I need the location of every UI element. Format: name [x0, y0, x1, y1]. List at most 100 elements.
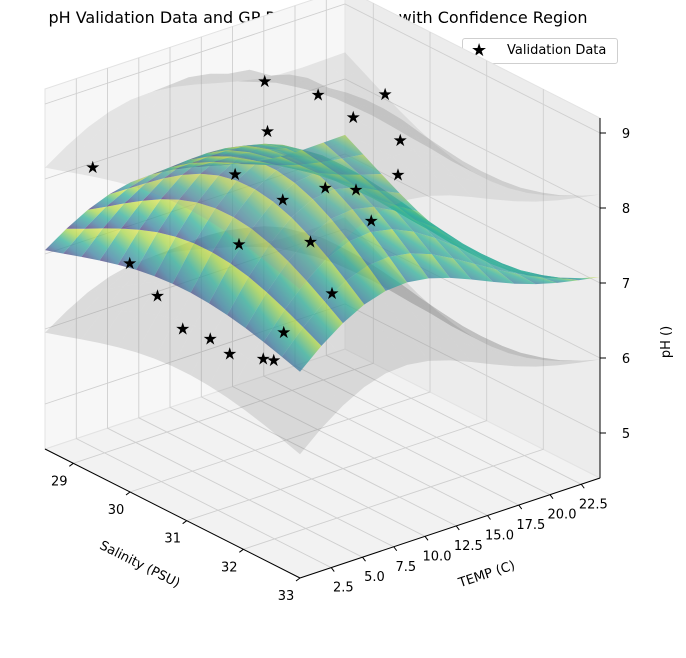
mean-surface: [81, 228, 122, 261]
confidence-lower: [289, 239, 329, 253]
confidence-upper: [248, 166, 289, 210]
confidence-lower: [234, 242, 275, 248]
grid-line-ph: [44, 228, 601, 359]
mean-surface: [301, 149, 341, 165]
confidence-upper: [340, 105, 381, 122]
confidence-upper: [499, 181, 539, 195]
confidence-upper: [302, 60, 342, 80]
confidence-upper: [304, 87, 344, 104]
mean-surface: [487, 260, 528, 276]
mean-surface: [152, 163, 192, 175]
mean-surface: [172, 243, 213, 293]
confidence-lower: [45, 311, 85, 337]
temp-axis-line: [299, 477, 601, 579]
confidence-lower: [371, 280, 412, 303]
confidence-lower: [377, 274, 417, 302]
confidence-upper: [353, 106, 394, 128]
mean-surface: [477, 255, 518, 274]
mean-surface: [215, 180, 255, 218]
mean-surface: [456, 246, 497, 270]
confidence-lower: [328, 253, 369, 274]
confidence-upper: [274, 82, 314, 92]
confidence-lower: [484, 338, 524, 354]
confidence-lower: [117, 312, 158, 353]
confidence-lower: [438, 312, 478, 338]
confidence-upper: [289, 74, 329, 88]
mean-surface: [411, 220, 452, 244]
validation-point: ★: [231, 235, 246, 255]
confidence-upper: [408, 132, 448, 158]
confidence-upper: [145, 86, 186, 101]
confidence-upper: [309, 161, 350, 179]
confidence-upper: [356, 104, 397, 123]
confidence-lower: [281, 409, 322, 455]
confidence-lower: [249, 231, 290, 241]
back-left-pane: [44, 0, 346, 450]
confidence-lower: [375, 280, 415, 303]
confidence-lower: [411, 302, 452, 326]
confidence-lower: [263, 391, 304, 440]
mean-surface: [414, 219, 455, 243]
confidence-lower: [236, 243, 277, 272]
confidence-lower: [267, 230, 308, 241]
confidence-lower: [456, 329, 497, 352]
confidence-upper: [276, 127, 317, 144]
confidence-upper: [270, 159, 310, 179]
confidence-upper: [228, 69, 268, 83]
confidence-lower: [343, 249, 384, 274]
mean-surface: [392, 229, 432, 255]
confidence-lower: [231, 234, 272, 243]
confidence-upper: [420, 132, 460, 160]
temp-tick-label: 12.5: [454, 539, 483, 554]
confidence-lower: [398, 284, 439, 313]
confidence-lower: [368, 273, 409, 298]
confidence-upper: [251, 150, 292, 167]
mean-surface: [248, 243, 289, 293]
confidence-upper: [298, 79, 339, 92]
confidence-upper: [310, 84, 351, 102]
mean-surface: [323, 134, 364, 159]
confidence-lower: [499, 346, 539, 360]
confidence-lower: [332, 261, 372, 281]
confidence-lower: [163, 240, 204, 261]
mean-surface: [378, 190, 418, 212]
mean-surface: [426, 224, 467, 249]
validation-point: ★: [85, 158, 100, 178]
confidence-upper: [447, 157, 488, 179]
confidence-upper: [383, 108, 424, 136]
mean-surface: [124, 178, 164, 204]
confidence-upper: [405, 125, 445, 152]
confidence-lower: [338, 257, 379, 273]
confidence-lower: [230, 311, 270, 360]
mean-surface: [230, 228, 270, 277]
confidence-lower: [170, 238, 210, 250]
confidence-upper: [282, 94, 323, 111]
confidence-lower: [303, 383, 343, 429]
confidence-upper: [411, 137, 452, 161]
confidence-lower: [373, 289, 414, 315]
confidence-upper: [236, 124, 277, 142]
confidence-lower: [309, 301, 350, 341]
mean-surface: [273, 182, 313, 218]
confidence-lower: [154, 319, 194, 367]
mean-surface: [148, 159, 189, 176]
mean-surface: [213, 156, 253, 163]
mean-surface: [297, 158, 338, 173]
salinity-tick: [239, 548, 244, 553]
confidence-lower: [378, 272, 418, 294]
mean-surface: [499, 263, 539, 277]
confidence-upper: [172, 160, 213, 211]
confidence-lower: [365, 264, 405, 291]
legend-star-marker: ★: [471, 40, 488, 61]
mean-surface: [496, 269, 536, 285]
temp-tick-label: 17.5: [516, 518, 545, 533]
confidence-upper: [109, 93, 149, 112]
salinity-tick-label: 33: [278, 589, 295, 604]
confidence-lower: [331, 291, 371, 324]
mean-surface: [324, 280, 365, 324]
confidence-lower: [109, 258, 149, 277]
confidence-lower: [270, 299, 310, 344]
salinity-tick: [69, 462, 74, 467]
ph-tick-label: 5: [622, 427, 630, 442]
confidence-lower: [356, 269, 397, 288]
